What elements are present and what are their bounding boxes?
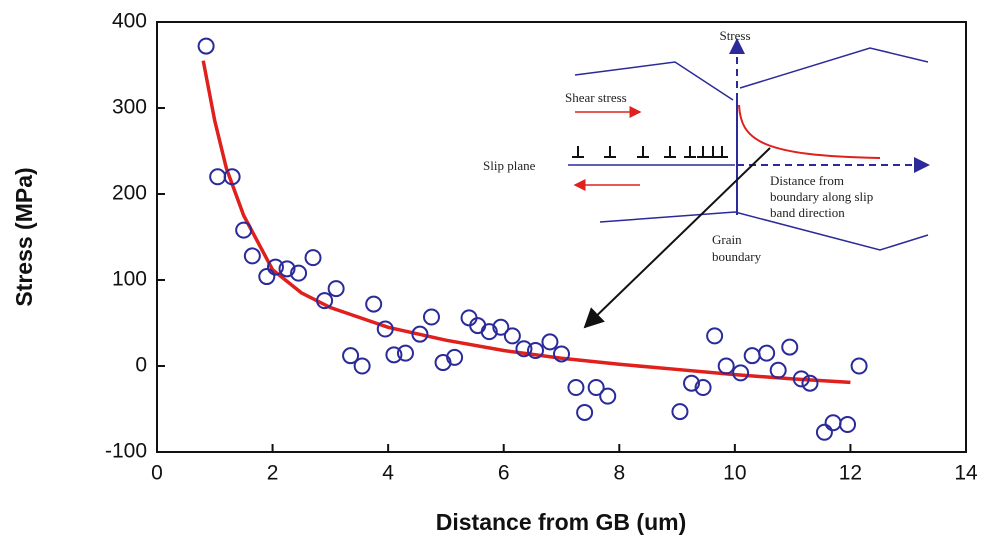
data-point xyxy=(385,346,403,364)
y-tick-label: 0 xyxy=(135,354,147,377)
data-point xyxy=(342,347,360,365)
data-point xyxy=(304,249,322,267)
data-point xyxy=(553,345,570,363)
data-point xyxy=(758,344,776,362)
data-point xyxy=(365,295,383,313)
x-tick-label: 6 xyxy=(498,462,510,485)
data-point xyxy=(258,268,276,286)
data-point xyxy=(197,37,215,55)
inset-label: Distance from xyxy=(770,173,844,188)
data-point xyxy=(422,308,440,326)
x-tick-label: 4 xyxy=(382,462,394,485)
y-tick-label: 200 xyxy=(112,182,147,205)
data-point xyxy=(576,403,594,421)
data-point xyxy=(278,260,296,278)
y-tick-label: 400 xyxy=(112,10,147,33)
data-point xyxy=(446,348,464,366)
data-point xyxy=(526,342,544,360)
inset-label: Shear stress xyxy=(565,90,627,105)
data-point xyxy=(327,280,345,298)
y-axis-title: Stress (MPa) xyxy=(11,167,37,306)
data-point xyxy=(732,364,750,382)
data-point xyxy=(717,357,735,375)
data-point xyxy=(316,292,334,310)
data-point xyxy=(376,320,394,338)
data-point xyxy=(769,361,787,379)
grain-outline xyxy=(739,47,929,89)
data-point xyxy=(587,379,605,396)
stress-curve xyxy=(738,104,881,159)
inset-diagram: Stress Shear stress Slip plane Distance … xyxy=(483,28,930,329)
data-point xyxy=(824,414,842,432)
y-tick-label: 300 xyxy=(112,96,147,119)
inset-label: Slip plane xyxy=(483,158,536,173)
dislocations xyxy=(572,146,728,158)
inset-label: boundary along slip xyxy=(770,189,873,204)
data-point xyxy=(671,403,689,421)
data-point xyxy=(567,379,585,396)
data-point xyxy=(503,327,521,345)
data-point xyxy=(480,323,498,341)
data-point xyxy=(792,370,810,388)
data-point xyxy=(706,327,724,345)
data-point xyxy=(515,340,533,358)
data-point xyxy=(850,357,868,375)
data-point xyxy=(396,344,414,362)
x-tick-label: 0 xyxy=(151,462,163,485)
pointer-arrow xyxy=(583,147,771,329)
y-tick-label: 100 xyxy=(112,268,147,291)
data-point xyxy=(683,374,701,392)
fit-line xyxy=(201,60,851,385)
x-tick-label: 14 xyxy=(954,462,978,485)
data-point xyxy=(801,374,819,392)
data-point xyxy=(353,357,371,375)
data-point xyxy=(781,338,799,356)
x-axis-title: Distance from GB (um) xyxy=(436,509,686,535)
data-point xyxy=(541,333,559,351)
inset-label: Grain xyxy=(712,232,742,247)
plot-frame xyxy=(156,21,967,453)
data-point xyxy=(235,221,253,239)
data-point xyxy=(243,247,261,265)
grain-outline xyxy=(574,61,734,101)
data-point xyxy=(223,168,241,186)
inset-label: boundary xyxy=(712,249,762,264)
data-point xyxy=(290,264,308,282)
data-point xyxy=(599,387,617,405)
x-tick-label: 2 xyxy=(267,462,279,485)
data-point xyxy=(743,347,761,365)
inset-label: Stress xyxy=(719,28,750,43)
inset-label: band direction xyxy=(770,205,845,220)
data-point xyxy=(209,168,227,186)
x-tick-label: 8 xyxy=(613,462,625,485)
data-point xyxy=(694,379,712,396)
data-point xyxy=(266,258,284,276)
data-point xyxy=(815,423,833,441)
y-tick-label: -100 xyxy=(105,440,147,463)
grain-outline xyxy=(599,211,929,251)
data-point xyxy=(411,325,429,343)
data-point xyxy=(839,415,857,433)
x-tick-label: 10 xyxy=(723,462,746,485)
x-tick-label: 12 xyxy=(839,462,862,485)
data-point xyxy=(492,318,510,336)
